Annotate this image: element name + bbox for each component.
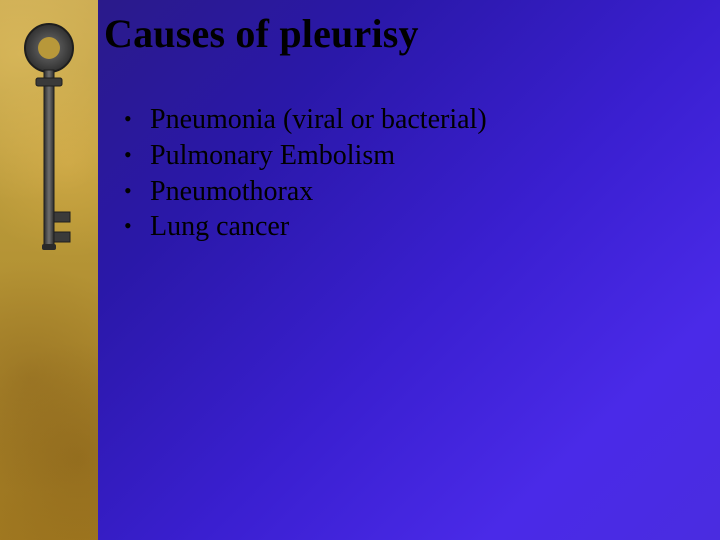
slide-title: Causes of pleurisy	[98, 12, 720, 56]
bullet-list: Pneumonia (viral or bacterial) Pulmonary…	[98, 102, 720, 245]
slide: Causes of pleurisy Pneumonia (viral or b…	[0, 0, 720, 540]
list-item: Lung cancer	[124, 209, 720, 245]
list-item: Pneumothorax	[124, 174, 720, 210]
list-item: Pneumonia (viral or bacterial)	[124, 102, 720, 138]
main-content: Causes of pleurisy Pneumonia (viral or b…	[98, 0, 720, 540]
list-item: Pulmonary Embolism	[124, 138, 720, 174]
key-icon	[24, 16, 74, 276]
sidebar-panel	[0, 0, 98, 540]
